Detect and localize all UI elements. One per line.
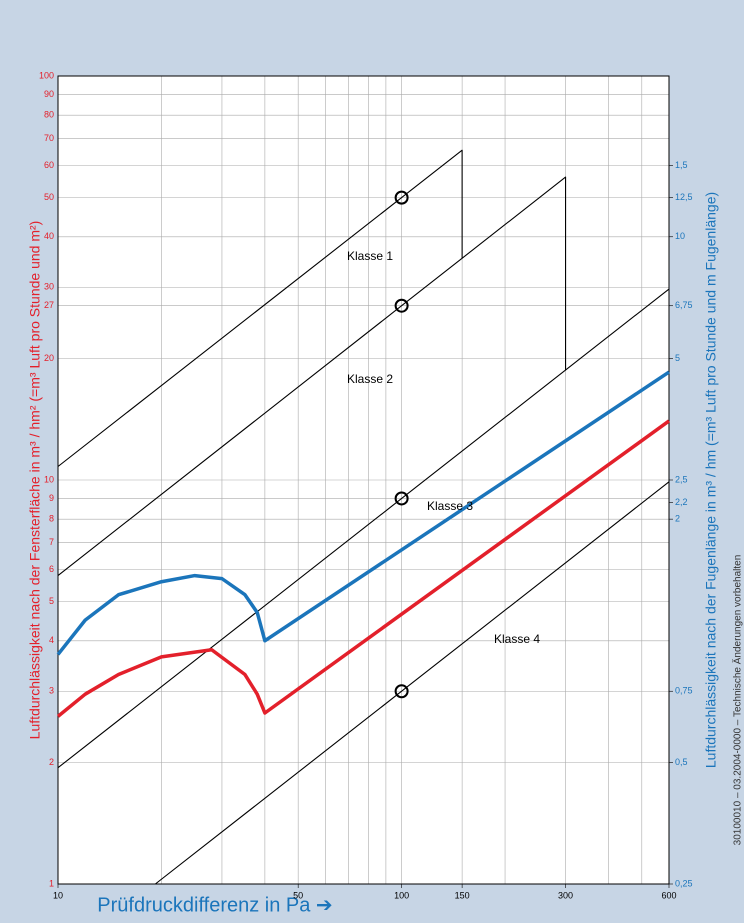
y-tick-label: 100 <box>39 70 54 80</box>
y-tick-label: 50 <box>44 192 54 202</box>
y-tick-label: 2 <box>49 757 54 767</box>
class-line <box>57 176 567 577</box>
y2-tick-label: 1,5 <box>675 160 688 170</box>
y-axis-label: Luftdurchlässigkeit nach der Fensterfläc… <box>27 221 43 740</box>
class-marker <box>394 298 409 313</box>
y2-tick-label: 2,5 <box>675 474 688 484</box>
plot-frame <box>57 75 670 885</box>
class-label: Klasse 2 <box>347 372 393 386</box>
y-tick-label: 5 <box>49 596 54 606</box>
class-marker <box>394 491 409 506</box>
footnote: 30100010 – 03.2004-0000 – Technische Änd… <box>732 555 744 846</box>
y-tick-label: 3 <box>49 686 54 696</box>
curve <box>56 370 670 656</box>
y2-tick-label: 6,75 <box>675 300 693 310</box>
y-tick-label: 40 <box>44 231 54 241</box>
x-tick-label: 300 <box>558 890 573 900</box>
class-line <box>57 288 670 769</box>
y-tick-label: 20 <box>44 353 54 363</box>
y-tick-label: 30 <box>44 282 54 292</box>
y2-axis-label: Luftdurchlässigkeit nach der Fugenlänge … <box>703 192 719 768</box>
class-label: Klasse 1 <box>347 249 393 263</box>
y-tick-label: 7 <box>49 537 54 547</box>
x-tick-label: 50 <box>293 890 303 900</box>
y2-tick-label: 0,25 <box>675 878 693 888</box>
y2-tick-label: 12,5 <box>675 192 693 202</box>
y-tick-label: 6 <box>49 564 54 574</box>
y2-tick-label: 10 <box>675 231 685 241</box>
x-tick-label: 150 <box>455 890 470 900</box>
y-tick-label: 70 <box>44 133 54 143</box>
y-tick-label: 4 <box>49 635 54 645</box>
y-tick-label: 8 <box>49 514 54 524</box>
y2-tick-label: 2,2 <box>675 497 688 507</box>
y-tick-label: 90 <box>44 89 54 99</box>
y-tick-label: 27 <box>44 300 54 310</box>
y-tick-label: 60 <box>44 160 54 170</box>
class-marker <box>394 190 409 205</box>
y-tick-label: 9 <box>49 493 54 503</box>
class-line <box>155 481 670 885</box>
curve <box>56 419 671 718</box>
class-label: Klasse 4 <box>494 632 540 646</box>
x-tick-label: 100 <box>394 890 409 900</box>
class-line <box>57 149 463 467</box>
x-tick-label: 600 <box>661 890 676 900</box>
class-marker <box>394 684 409 699</box>
y2-tick-label: 5 <box>675 353 680 363</box>
x-axis-label: Prüfdruckdifferenz in Pa ➔ <box>97 894 332 916</box>
y2-tick-label: 0,5 <box>675 757 688 767</box>
x-tick-label: 10 <box>53 890 63 900</box>
y2-tick-label: 2 <box>675 514 680 524</box>
y-tick-label: 80 <box>44 110 54 120</box>
y-tick-label: 1 <box>49 878 54 888</box>
class-label: Klasse 3 <box>427 499 473 513</box>
y-tick-label: 10 <box>44 474 54 484</box>
y2-tick-label: 0,75 <box>675 686 693 696</box>
